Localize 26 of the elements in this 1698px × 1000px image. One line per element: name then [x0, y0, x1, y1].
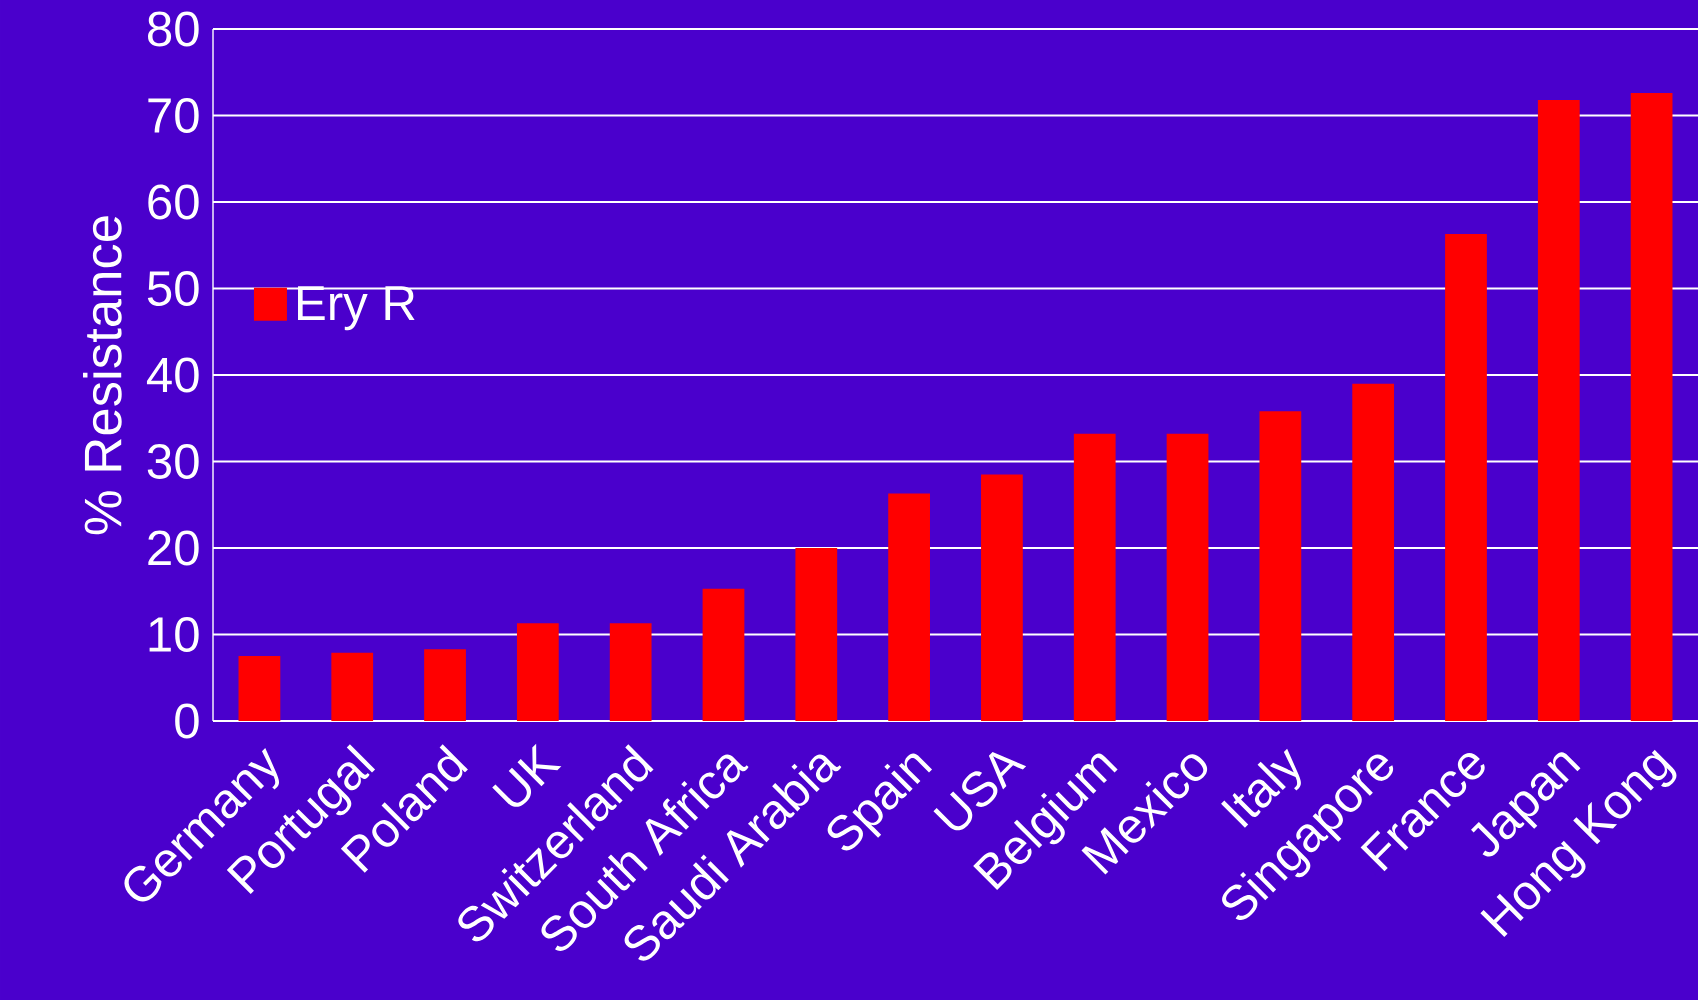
- y-tick-label: 80: [148, 11, 199, 47]
- bar: [516, 623, 559, 721]
- bar: [1073, 433, 1116, 721]
- bar: [702, 588, 745, 721]
- bar: [1445, 233, 1487, 721]
- y-tick-label: 20: [148, 530, 199, 566]
- bar: [1352, 383, 1395, 721]
- bar: [1537, 99, 1580, 721]
- y-tick-label: 50: [147, 271, 199, 306]
- bar: [424, 649, 466, 721]
- bar: [609, 623, 652, 721]
- bar: [1630, 93, 1673, 721]
- bar: [238, 656, 281, 721]
- bar: [981, 474, 1023, 721]
- y-tick-label: 10: [149, 617, 199, 652]
- y-tick-label: 30: [147, 444, 199, 479]
- y-tick-label: 70: [148, 98, 199, 133]
- y-axis-title: % Resistance: [83, 216, 122, 535]
- bar: [888, 493, 930, 721]
- bar: [795, 547, 838, 721]
- bar: [1166, 433, 1209, 721]
- y-tick-label: 40: [146, 357, 199, 393]
- y-tick-label: 60: [148, 184, 199, 220]
- y-tick-label: 0: [175, 703, 199, 739]
- bar: [1259, 411, 1302, 721]
- bar: [331, 652, 374, 721]
